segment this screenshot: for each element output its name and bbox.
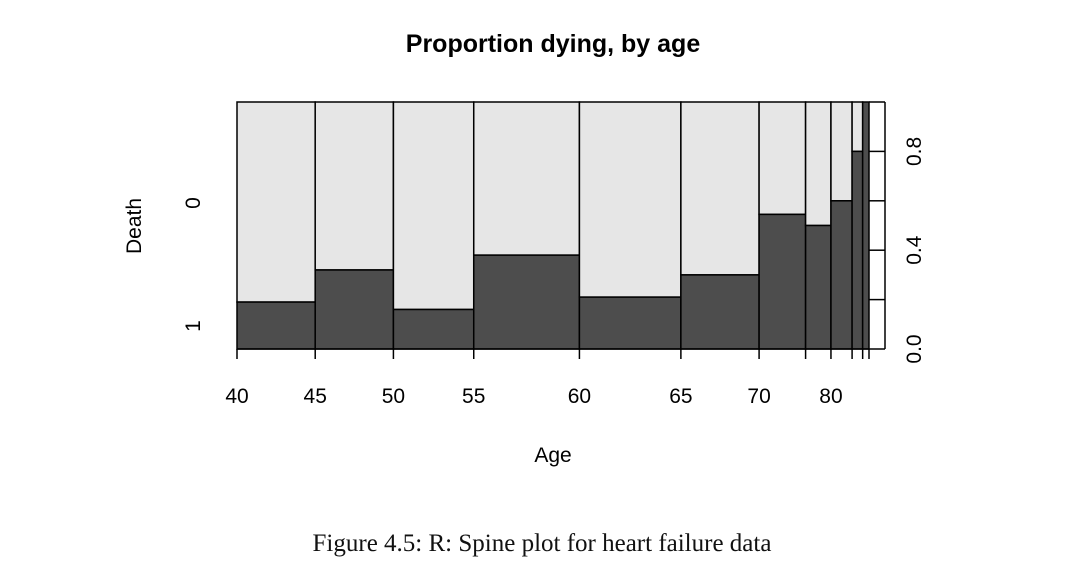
y-axis-label: Death <box>123 198 146 254</box>
bar-death-1 <box>861 101 870 350</box>
figure-caption: Figure 4.5: R: Spine plot for heart fail… <box>312 530 772 557</box>
right-tick-label: 0.4 <box>903 235 926 265</box>
bar-death-1 <box>680 274 760 350</box>
x-tick-label: 40 <box>225 385 248 408</box>
x-tick-label: 70 <box>747 385 770 408</box>
bar-death-0 <box>680 101 760 276</box>
bar-death-1 <box>830 200 853 350</box>
bar-death-0 <box>830 101 853 202</box>
right-tick-label: 0.0 <box>903 334 926 363</box>
bar-death-0 <box>392 101 475 311</box>
bar-death-1 <box>578 296 682 350</box>
right-tick-label: 0.8 <box>903 137 926 166</box>
x-tick-label: 60 <box>568 385 591 408</box>
x-tick-label: 45 <box>304 385 327 408</box>
x-tick-label: 55 <box>462 385 485 408</box>
bar-death-0 <box>314 101 395 271</box>
bar-death-0 <box>236 101 316 303</box>
bar-death-0 <box>851 101 864 153</box>
bar-death-1 <box>392 308 475 350</box>
bar-death-1 <box>851 150 864 350</box>
bar-death-1 <box>236 301 316 350</box>
bar-death-1 <box>804 224 832 350</box>
x-axis-label: Age <box>534 444 571 467</box>
left-level-1: 1 <box>182 320 205 332</box>
spine-plot: Proportion dying, by age 40 45 50 55 60 65 70 8… <box>123 30 926 467</box>
bar-death-1 <box>314 269 395 350</box>
bar-death-0 <box>758 101 807 216</box>
x-tick-label: 80 <box>819 385 842 408</box>
chart-title: Proportion dying, by age <box>406 30 701 58</box>
x-tick-label: 50 <box>382 385 405 408</box>
x-tick-label: 65 <box>669 385 692 408</box>
bar-death-0 <box>472 101 581 256</box>
bar-death-0 <box>578 101 682 298</box>
left-level-0: 0 <box>182 197 205 209</box>
bar-death-1 <box>758 213 807 350</box>
bar-death-1 <box>472 254 581 350</box>
bar-death-0 <box>804 101 832 227</box>
